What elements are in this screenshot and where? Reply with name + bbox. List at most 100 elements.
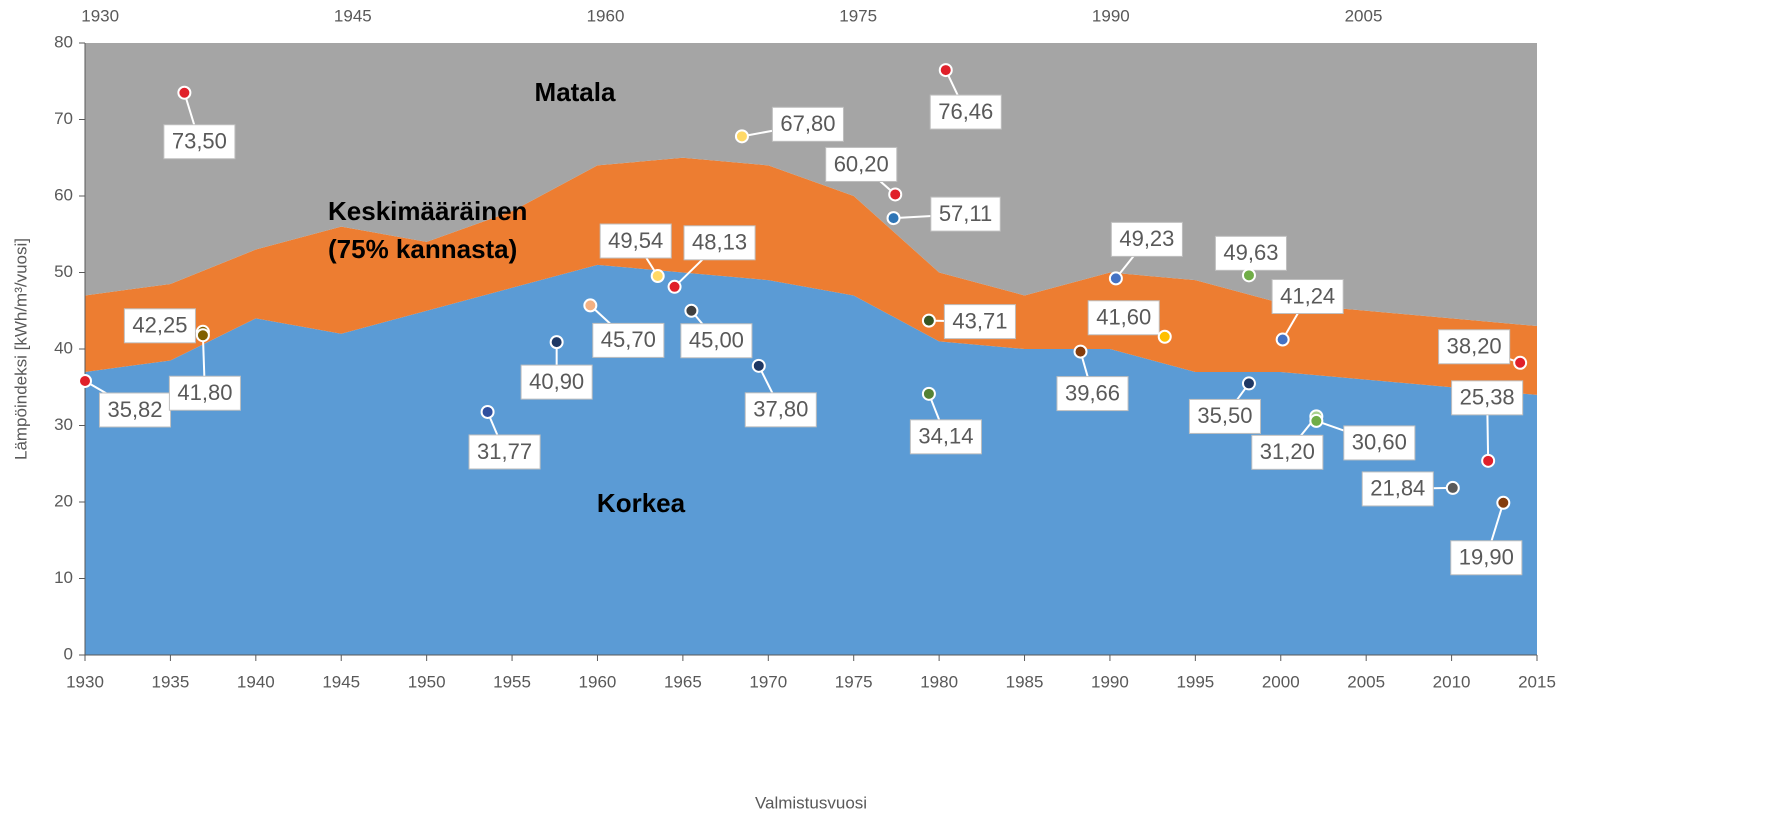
point (177, 85, 192, 100)
y-tick-label: 20 (54, 491, 73, 510)
data-label-box (1056, 376, 1129, 412)
data-label-box (1451, 380, 1524, 416)
data-label-box (771, 106, 844, 142)
x-tick-label: 1960 (579, 672, 617, 691)
top-x-tick-label: 2005 (1345, 6, 1383, 25)
data-label: 42,25 (123, 308, 196, 344)
point (650, 269, 665, 284)
data-label-text: 35,82 (107, 397, 162, 422)
data-label-box (468, 434, 541, 470)
data-label-box (123, 308, 196, 344)
top-x-tick-label: 1990 (1092, 6, 1130, 25)
x-tick-label: 1990 (1091, 672, 1129, 691)
x-tick-label: 2000 (1262, 672, 1300, 691)
data-label-box (1110, 221, 1183, 257)
data-label-box (163, 124, 236, 160)
x-tick-label: 1965 (664, 672, 702, 691)
data-label: 49,54 (599, 223, 672, 259)
data-label: 43,71 (943, 304, 1016, 340)
y-tick-label: 30 (54, 415, 73, 434)
point (886, 211, 901, 226)
data-label: 49,63 (1214, 235, 1287, 271)
y-tick-label: 50 (54, 262, 73, 281)
y-tick-label: 40 (54, 338, 73, 357)
data-label-text: 48,13 (692, 230, 747, 255)
y-tick-label: 60 (54, 185, 73, 204)
x-tick-label: 2015 (1518, 672, 1556, 691)
data-label: 38,20 (1438, 329, 1511, 365)
y-tick-label: 10 (54, 568, 73, 587)
data-label-box (1251, 434, 1324, 470)
data-label: 37,80 (744, 392, 817, 428)
area (85, 264, 1537, 655)
x-tick-label: 1995 (1176, 672, 1214, 691)
data-label-box (683, 225, 756, 261)
data-label-box (1361, 471, 1434, 507)
data-label-text: 42,25 (132, 313, 187, 338)
point (583, 298, 598, 313)
data-label: 25,38 (1451, 380, 1524, 416)
data-label: 35,50 (1188, 398, 1261, 434)
y-tick-label: 0 (64, 644, 73, 663)
data-label: 34,14 (909, 419, 982, 455)
data-label-text: 31,77 (477, 439, 532, 464)
data-label-box (520, 364, 593, 400)
data-label-text: 25,38 (1460, 385, 1515, 410)
x-tick-label: 1955 (493, 672, 531, 691)
point (1108, 271, 1123, 286)
area-label: Keskimääräinen (328, 196, 527, 226)
x-tick-label: 1935 (151, 672, 189, 691)
data-label-box (1087, 300, 1160, 336)
data-label: 41,24 (1271, 279, 1344, 315)
data-label-box (744, 392, 817, 428)
data-label-box (909, 419, 982, 455)
point (1073, 344, 1088, 359)
data-label-box (1214, 235, 1287, 271)
data-label-text: 35,50 (1197, 403, 1252, 428)
data-label-box (1188, 398, 1261, 434)
data-label-text: 45,00 (689, 328, 744, 353)
point (1513, 355, 1528, 370)
data-label: 60,20 (825, 146, 898, 182)
data-label: 49,23 (1110, 221, 1183, 257)
data-label-box (1271, 279, 1344, 315)
x-tick-label: 1945 (322, 672, 360, 691)
point (1275, 332, 1290, 347)
x-tick-label: 1970 (749, 672, 787, 691)
data-label-box (943, 304, 1016, 340)
point (921, 313, 936, 328)
point (1309, 413, 1324, 428)
data-label-box (825, 146, 898, 182)
data-label: 21,84 (1361, 471, 1434, 507)
data-label-text: 60,20 (834, 151, 889, 176)
x-tick-label: 1975 (835, 672, 873, 691)
x-tick-label: 1980 (920, 672, 958, 691)
x-axis-label: Valmistusvuosi (755, 793, 867, 812)
data-label: 45,00 (680, 323, 753, 359)
data-label-box (680, 323, 753, 359)
x-tick-label: 1950 (408, 672, 446, 691)
data-label: 39,66 (1056, 376, 1129, 412)
data-label: 40,90 (520, 364, 593, 400)
data-label-box (1343, 425, 1416, 461)
data-label-text: 67,80 (780, 111, 835, 136)
top-x-tick-label: 1945 (334, 6, 372, 25)
x-tick-label: 2010 (1433, 672, 1471, 691)
data-label-box (1450, 540, 1523, 576)
data-label: 30,60 (1343, 425, 1416, 461)
data-label: 48,13 (683, 225, 756, 261)
data-label-box (592, 322, 665, 358)
y-tick-label: 80 (54, 32, 73, 51)
area-label: Matala (535, 77, 616, 107)
point (1241, 268, 1256, 283)
data-label: 57,11 (930, 196, 1001, 232)
data-label-box (929, 94, 1002, 130)
data-label-text: 73,50 (172, 129, 227, 154)
data-label-text: 37,80 (753, 397, 808, 422)
point (1481, 453, 1496, 468)
data-label-text: 39,66 (1065, 380, 1120, 405)
data-label: 67,80 (771, 106, 844, 142)
data-label-text: 43,71 (952, 308, 1007, 333)
point (667, 279, 682, 294)
point (938, 63, 953, 78)
